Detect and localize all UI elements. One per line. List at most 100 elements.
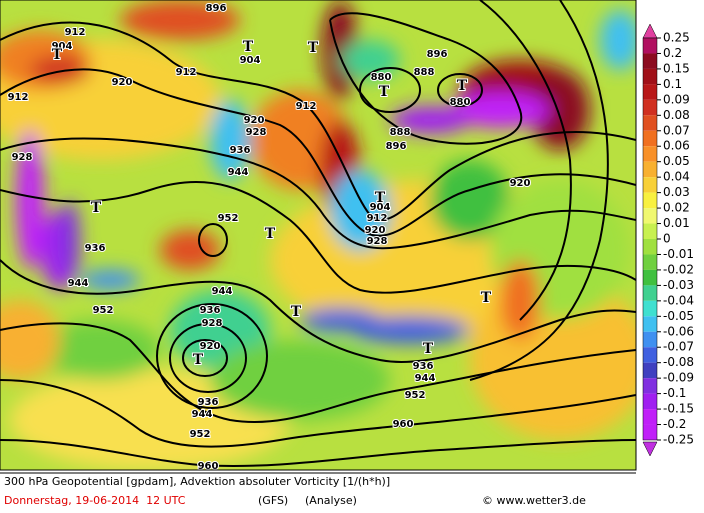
low-marker: T <box>91 200 102 216</box>
colorbar-tick-label: 0.06 <box>663 139 690 153</box>
vorticity-blob <box>430 160 510 240</box>
contour-label: 936 <box>230 145 251 156</box>
colorbar-segment <box>643 161 657 178</box>
vorticity-blob <box>16 130 44 270</box>
vorticity-blob <box>40 320 160 380</box>
colorbar-tick-label: 0.1 <box>663 77 682 91</box>
geopotential-contours <box>0 0 636 467</box>
footer-run: (Analyse) <box>305 494 357 507</box>
contour-label: 920 <box>200 341 221 352</box>
vorticity-blob <box>210 340 390 420</box>
contour-label: 904 <box>240 55 261 66</box>
footer-date: Donnerstag, 19-06-2014 12 UTC <box>4 494 186 507</box>
contour-label: 880 <box>450 97 471 108</box>
vorticity-blob <box>600 10 636 70</box>
colorbar-arrow-top <box>642 23 658 39</box>
colorbar-segment <box>643 362 657 379</box>
colorbar-tick-label: -0.07 <box>663 340 694 354</box>
colorbar: 0.250.20.150.10.090.080.070.060.050.040.… <box>642 23 694 457</box>
colorbar-segment <box>643 378 657 394</box>
vorticity-blob <box>530 70 590 150</box>
colorbar-segment <box>643 130 657 147</box>
low-marker: T <box>291 304 302 320</box>
map-frame <box>0 0 637 471</box>
colorbar-segment <box>643 192 657 209</box>
colorbar-tick-label: -0.25 <box>663 433 694 447</box>
vorticity-blob <box>300 308 380 332</box>
colorbar-tick-label: -0.15 <box>663 402 694 416</box>
low-marker: T <box>481 290 492 306</box>
colorbar-tick-label: 0.25 <box>663 31 690 45</box>
contour-label: 936 <box>85 243 106 254</box>
contour-label: 952 <box>93 305 114 316</box>
vorticity-blob <box>60 200 80 280</box>
colorbar-segment <box>643 239 657 255</box>
contour-label: 952 <box>190 429 211 440</box>
vorticity-blob <box>160 230 220 270</box>
contour-label: 960 <box>198 461 219 472</box>
colorbar-segment <box>643 331 657 348</box>
colorbar-tick-label: -0.09 <box>663 371 694 385</box>
colorbar-tick-label: 0.02 <box>663 201 690 215</box>
colorbar-tick-label: 0 <box>663 232 671 246</box>
contour-label: 944 <box>212 286 233 297</box>
map-labels: 9129048969049129129209129209289369449528… <box>7 2 532 472</box>
colorbar-segment <box>643 316 657 332</box>
colorbar-tick-label: 0.08 <box>663 108 690 122</box>
vorticity-blob <box>0 300 60 380</box>
contour-label: 904 <box>370 202 391 213</box>
contour-label: 944 <box>415 373 436 384</box>
colorbar-tick-label: 0.07 <box>663 123 690 137</box>
contour-label: 928 <box>246 127 267 138</box>
low-marker: T <box>423 341 434 357</box>
low-marker: T <box>375 190 386 206</box>
colorbar-tick-label: -0.03 <box>663 278 694 292</box>
low-marker: T <box>193 352 204 368</box>
colorbar-segment <box>643 254 657 270</box>
vorticity-blob <box>350 316 470 344</box>
contour-label: 952 <box>218 213 239 224</box>
colorbar-tick-label: 0.09 <box>663 92 690 106</box>
contour-label: 960 <box>393 419 414 430</box>
colorbar-tick-label: -0.06 <box>663 324 694 338</box>
colorbar-segment <box>643 177 657 193</box>
colorbar-segment <box>643 409 657 425</box>
contour-label: 936 <box>200 305 221 316</box>
contour-label: 920 <box>365 225 386 236</box>
contour-label: 912 <box>296 101 317 112</box>
low-marker: T <box>52 47 63 63</box>
contour-label: 888 <box>390 127 411 138</box>
colorbar-segment <box>643 38 657 54</box>
footer-title: 300 hPa Geopotential [gpdam], Advektion … <box>4 475 390 488</box>
colorbar-tick-label: -0.08 <box>663 355 694 369</box>
low-marker: T <box>243 39 254 55</box>
contour-label: 888 <box>414 67 435 78</box>
colorbar-segment <box>643 99 657 116</box>
low-marker: T <box>265 226 276 242</box>
contour-label: 896 <box>386 141 407 152</box>
contour-label: 920 <box>244 115 265 126</box>
contour-label: 928 <box>367 236 388 247</box>
footer-model: (GFS) <box>258 494 288 507</box>
contour-label: 904 <box>52 41 73 52</box>
contour-label: 928 <box>12 152 33 163</box>
colorbar-tick-label: 0.15 <box>663 61 690 75</box>
colorbar-tick-label: 0.01 <box>663 216 690 230</box>
colorbar-tick-label: 0.2 <box>663 46 682 60</box>
low-marker: T <box>457 78 468 94</box>
contour-label: 912 <box>367 213 388 224</box>
colorbar-tick-label: -0.02 <box>663 262 694 276</box>
colorbar-segment <box>643 393 657 410</box>
contour-label: 936 <box>413 361 434 372</box>
colorbar-segment <box>643 53 657 69</box>
colorbar-segment <box>643 269 657 286</box>
colorbar-segment <box>643 223 657 239</box>
vorticity-blob <box>390 106 470 134</box>
colorbar-segment <box>643 68 657 85</box>
colorbar-segment <box>643 285 657 301</box>
colorbar-tick-label: 0.03 <box>663 185 690 199</box>
colorbar-tick-label: -0.04 <box>663 293 694 307</box>
vorticity-blob <box>30 56 90 84</box>
colorbar-tick-label: -0.1 <box>663 386 686 400</box>
